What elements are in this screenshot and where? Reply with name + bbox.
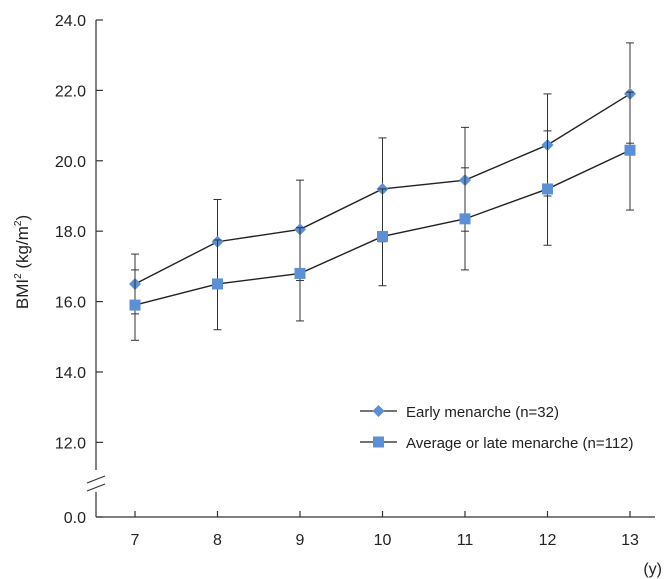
x-ticks: 7 8 9 10 11 12 13 xyxy=(131,511,639,549)
x-tick-label: 10 xyxy=(374,532,392,549)
series-layer xyxy=(129,42,636,341)
square-point xyxy=(129,299,141,311)
y-ticks: 24.0 22.0 20.0 18.0 16.0 14.0 12.0 xyxy=(55,13,103,452)
y-tick-label: 22.0 xyxy=(55,83,86,100)
x-tick-label: 7 xyxy=(131,532,140,549)
legend-item-average-late: Average or late menarche (n=112) xyxy=(360,435,634,452)
x-tick-label: 8 xyxy=(213,532,222,549)
y-axis-label: BMI2 (kg/m2) xyxy=(13,215,32,309)
x-axis-unit: (y) xyxy=(643,561,662,578)
x-tick-label: 11 xyxy=(457,532,474,549)
y-tick-label: 18.0 xyxy=(55,224,86,241)
square-point xyxy=(459,213,471,225)
legend-item-early: Early menarche (n=32) xyxy=(360,404,559,421)
x-tick-label: 12 xyxy=(539,532,557,549)
x-tick-label: 13 xyxy=(621,532,639,549)
square-point xyxy=(542,183,553,195)
y-tick-label: 14.0 xyxy=(55,365,86,382)
square-point xyxy=(624,144,636,156)
x-tick-label: 9 xyxy=(296,532,305,549)
y-tick-label: 12.0 xyxy=(55,435,86,452)
square-point xyxy=(212,278,223,290)
series-square xyxy=(129,91,636,341)
legend: Early menarche (n=32) Average or late me… xyxy=(360,404,634,452)
y-axis-unit-superscript: 2 xyxy=(13,220,24,226)
legend-label-average-late: Average or late menarche (n=112) xyxy=(406,435,634,452)
square-point xyxy=(377,230,388,242)
y-tick-label: 20.0 xyxy=(55,154,86,171)
y-tick-label-zero: 0.0 xyxy=(64,510,86,527)
y-tick-label: 16.0 xyxy=(55,295,86,312)
y-tick-label: 24.0 xyxy=(55,13,86,30)
y-axis-label-superscript: 2 xyxy=(13,273,24,279)
legend-square-marker xyxy=(373,436,384,448)
square-point xyxy=(294,267,306,279)
legend-diamond-marker xyxy=(372,405,385,417)
legend-label-early: Early menarche (n=32) xyxy=(406,404,559,421)
axis-break-mark xyxy=(86,475,106,492)
